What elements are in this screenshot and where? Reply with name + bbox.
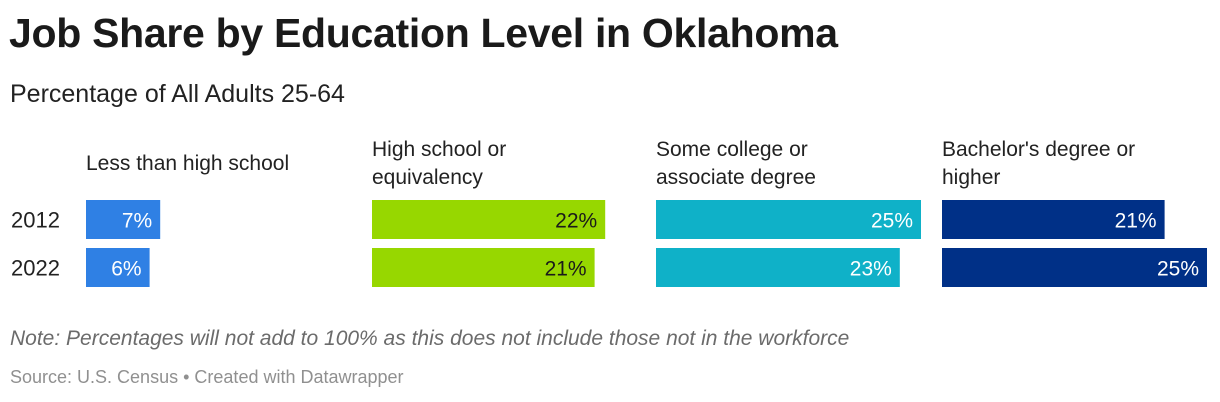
bar-0-2022 [86,248,150,287]
chart-title: Job Share by Education Level in Oklahoma [9,10,838,56]
bar-value-2-2012: 25% [871,210,913,233]
bar-2-2012 [656,200,921,239]
bar-value-1-2022: 21% [545,258,587,281]
panel-label-3-line-1: higher [942,166,1000,189]
bar-2-2022 [656,248,900,287]
bar-value-3-2012: 21% [1115,210,1157,233]
panel-label-2-line-0: Some college or [656,138,808,161]
panel-label-2-line-1: associate degree [656,166,816,189]
bar-value-0-2012: 7% [122,210,152,233]
row-label-2022: 2022 [11,256,60,281]
credit-text: Created with Datawrapper [194,367,404,387]
chart-subtitle: Percentage of All Adults 25-64 [10,80,345,108]
bar-chart: 2012 2022 Less than high school 7% 6% High sc… [11,138,1207,287]
bar-3-2022 [942,248,1207,287]
bar-0-2012 [86,200,161,239]
bar-value-1-2012: 22% [555,210,597,233]
bar-3-2012 [942,200,1165,239]
bar-value-3-2022: 25% [1157,258,1199,281]
bar-1-2012 [372,200,606,239]
bar-value-0-2022: 6% [111,258,141,281]
source-line: Source: U.S. Census • Created with Dataw… [10,367,404,388]
panel-label-1-line-1: equivalency [372,166,483,189]
row-label-2012: 2012 [11,208,60,233]
panel-label-3-line-0: Bachelor's degree or [942,138,1135,161]
source-text: Source: U.S. Census [10,367,179,387]
chart-note: Note: Percentages will not add to 100% a… [10,327,850,350]
source-separator: • [183,367,190,387]
bar-value-2-2022: 23% [850,258,892,281]
bar-1-2022 [372,248,595,287]
panel-label-0-line-0: Less than high school [86,152,289,175]
panel-label-1-line-0: High school or [372,138,506,161]
